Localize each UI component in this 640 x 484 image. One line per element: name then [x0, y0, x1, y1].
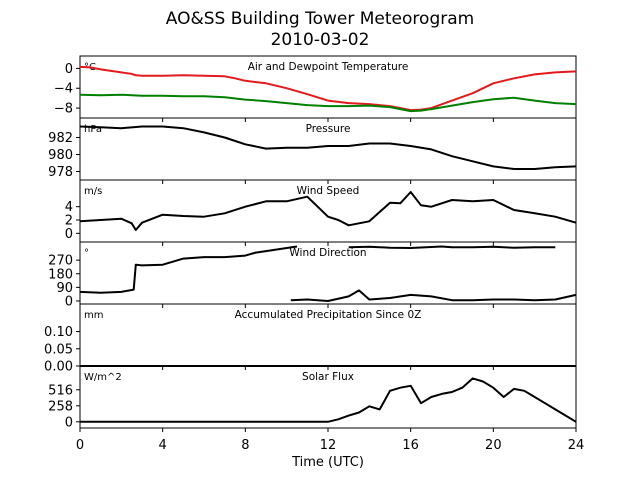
- y-tick-label: −8: [54, 102, 73, 117]
- panel-title: Wind Speed: [297, 185, 360, 197]
- panel-title: Air and Dewpoint Temperature: [248, 61, 409, 73]
- x-tick-label: 24: [568, 438, 585, 453]
- panel-0: Air and Dewpoint Temperature°C0−4−8: [54, 55, 577, 122]
- series-line-0: [80, 377, 577, 423]
- panel-unit: °: [84, 248, 89, 259]
- y-tick-label: −4: [54, 82, 73, 97]
- x-tick-label: 16: [402, 438, 419, 453]
- series-line-0: [79, 65, 577, 112]
- y-tick-label: 0: [65, 227, 73, 242]
- y-tick-label: 980: [48, 148, 73, 163]
- panel-unit: hPa: [84, 124, 102, 135]
- panel-title: Wind Direction: [289, 247, 366, 259]
- y-tick-label: 90: [56, 281, 73, 296]
- series-line-0: [79, 245, 298, 294]
- y-tick-label: 516: [48, 383, 73, 398]
- series-line-1: [79, 93, 577, 113]
- y-tick-label: 4: [65, 200, 73, 215]
- x-axis-label: Time (UTC): [291, 455, 364, 470]
- y-tick-label: 0.10: [44, 325, 73, 340]
- y-tick-label: 270: [48, 254, 73, 269]
- panel-4: Accumulated Precipitation Since 0Z mm 0.10…: [44, 303, 577, 375]
- panel-2: Wind Speed m/s 420: [65, 179, 577, 246]
- panel-title: Accumulated Precipitation Since 0Z: [235, 309, 422, 321]
- y-tick-label: 2: [65, 214, 73, 229]
- panels-group: Air and Dewpoint Temperature°C0−4−8Press…: [44, 55, 585, 453]
- panel-unit: m/s: [84, 186, 102, 197]
- panel-1: Pressure hPa 982 980 978: [48, 117, 577, 184]
- chart-date: 2010-03-02: [271, 30, 370, 50]
- y-tick-label: 978: [48, 165, 73, 180]
- panel-title: Solar Flux: [302, 371, 354, 383]
- series-line-0: [79, 191, 577, 231]
- series-line-2: [348, 245, 556, 249]
- x-tick-label: 12: [320, 438, 337, 453]
- series-line-0: [79, 125, 577, 170]
- y-tick-label: 0: [65, 62, 73, 77]
- x-tick-label: 0: [76, 438, 84, 453]
- panel-unit: mm: [84, 310, 103, 321]
- y-tick-label: 0.00: [44, 360, 73, 375]
- panel-unit: W/m^2: [84, 372, 122, 383]
- chart-title: AO&SS Building Tower Meteorogram: [166, 9, 474, 29]
- x-tick-label: 4: [159, 438, 167, 453]
- x-tick-label: 8: [241, 438, 249, 453]
- series-line-1: [290, 289, 577, 302]
- y-tick-label: 982: [48, 131, 73, 146]
- y-tick-label: 0: [65, 415, 73, 430]
- y-tick-label: 180: [48, 267, 73, 282]
- y-tick-label: 258: [48, 399, 73, 414]
- y-tick-label: 0.05: [44, 342, 73, 357]
- y-tick-label: 0: [65, 294, 73, 309]
- x-tick-label: 20: [485, 438, 502, 453]
- panel-title: Pressure: [306, 123, 351, 135]
